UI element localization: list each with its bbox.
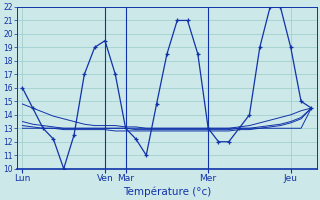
X-axis label: Température (°c): Température (°c) bbox=[123, 186, 211, 197]
